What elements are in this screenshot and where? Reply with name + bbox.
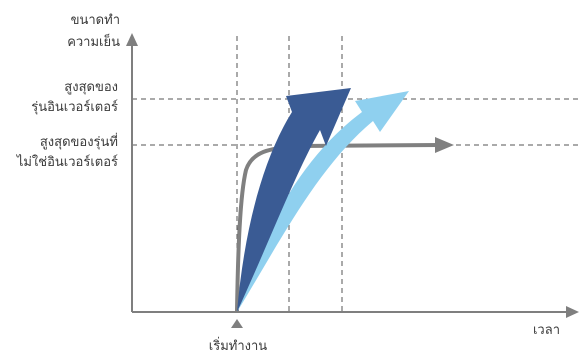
start-label: เริ่มทำงาน bbox=[209, 337, 268, 354]
inverter-arrow-dark bbox=[237, 88, 351, 312]
non-inverter-max-label-line2: ไม่ใช่อินเวอร์เตอร์ bbox=[16, 154, 118, 170]
y-axis-label-line1: ขนาดทำ bbox=[71, 13, 120, 28]
x-axis-arrowhead bbox=[566, 306, 579, 318]
y-axis-label-line2: ความเย็น bbox=[67, 32, 120, 50]
start-marker-icon bbox=[231, 319, 243, 328]
inverter-arrow-light bbox=[237, 91, 409, 312]
inverter-max-label-line2: รุ่นอินเวอร์เตอร์ bbox=[31, 99, 118, 115]
inverter-max-label-line1: สูงสุดของ bbox=[64, 80, 118, 95]
y-axis-arrowhead bbox=[126, 33, 138, 46]
x-axis-label: เวลา bbox=[533, 323, 560, 338]
non-inverter-max-label-line1: สูงสุดของรุ่นที่ bbox=[40, 133, 118, 150]
non-inverter-arrowhead bbox=[435, 137, 454, 153]
